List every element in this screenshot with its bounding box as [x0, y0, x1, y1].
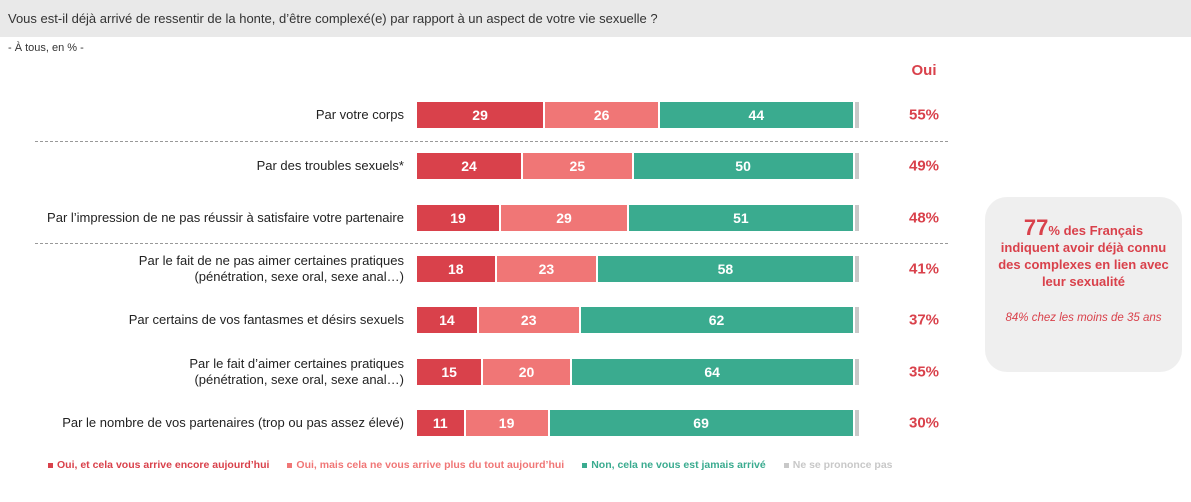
bar-segment: 29 — [417, 102, 546, 128]
total-label: 37% — [908, 311, 940, 329]
bar-segment: 23 — [478, 307, 581, 334]
bar-segment: 26 — [545, 102, 661, 128]
subtitle: - À tous, en % - — [8, 42, 84, 54]
total-label: 55% — [908, 106, 940, 124]
bar-segment — [854, 409, 859, 436]
data-label: 64 — [704, 363, 720, 380]
total-label: 49% — [908, 157, 940, 175]
bar-segment: 62 — [580, 307, 855, 334]
data-label: 11 — [432, 414, 448, 431]
legend-item: Oui, et cela vous arrive encore aujourd’… — [48, 459, 269, 471]
data-label: 50 — [735, 158, 751, 175]
bar-segment — [854, 255, 859, 282]
total-label: 35% — [908, 363, 940, 380]
bar-segment: 50 — [633, 153, 855, 180]
data-label: 51 — [733, 209, 749, 226]
bar-segment — [854, 204, 859, 231]
callout: 77% des Français indiquent avoir déjà co… — [985, 197, 1182, 372]
category-label: Par votre corps — [315, 107, 404, 122]
data-label: 29 — [556, 209, 572, 226]
bar-segment: 18 — [417, 255, 497, 282]
data-label: 14 — [439, 312, 455, 329]
bar-segment: 69 — [549, 409, 855, 436]
bar-segment — [854, 102, 859, 128]
bar-segment: 19 — [465, 409, 550, 436]
data-label: 69 — [693, 414, 709, 431]
callout-text: 77% des Français indiquent avoir déjà co… — [997, 217, 1170, 290]
callout-note: 84% chez les moins de 35 ans — [1005, 312, 1162, 324]
total-label: 41% — [908, 260, 940, 278]
separator — [35, 140, 948, 142]
legend-text: Oui, mais cela ne vous arrive plus du to… — [296, 459, 565, 471]
legend-item: Ne se prononce pas — [783, 459, 893, 471]
category-label: Par le fait d’aimer certaines pratiques … — [189, 355, 404, 387]
bar-segment: 29 — [500, 204, 630, 231]
bar-segment: 25 — [523, 153, 634, 180]
bar-segment: 23 — [496, 255, 599, 282]
legend-swatch — [287, 462, 293, 468]
bar-segment — [854, 358, 859, 385]
category-label: Par des troubles sexuels* — [256, 158, 404, 174]
data-label: 19 — [450, 209, 466, 226]
totals-header: Oui — [911, 62, 937, 79]
category-label: Par l’impression de ne pas réussir à sat… — [47, 209, 404, 225]
separator — [35, 243, 948, 245]
bar-segment: 11 — [417, 409, 466, 436]
data-label: 29 — [472, 107, 488, 123]
data-label: 19 — [498, 414, 515, 431]
legend-text: Ne se prononce pas — [792, 459, 893, 471]
data-label: 15 — [441, 363, 457, 380]
data-label: 44 — [748, 107, 765, 123]
callout-body: % des Français indiquent avoir déjà conn… — [998, 223, 1169, 289]
legend-item: Oui, mais cela ne vous arrive plus du to… — [287, 459, 564, 471]
bar-segment — [854, 153, 859, 180]
legend-swatch — [783, 462, 789, 468]
legend-text: Non, cela ne vous est jamais arrivé — [591, 459, 766, 471]
bar-segment: 15 — [417, 358, 484, 385]
bar-segment: 58 — [598, 255, 855, 282]
legend-swatch — [48, 462, 53, 468]
legend-swatch — [582, 462, 588, 468]
chart-title: Vous est-il déjà arrivé de ressentir de … — [0, 0, 1191, 37]
legend-item: Non, cela ne vous est jamais arrivé — [582, 459, 766, 471]
bar-segment: 24 — [417, 153, 524, 180]
bar-segment: 20 — [483, 358, 572, 385]
category-label: Par le fait de ne pas aimer certaines pr… — [138, 252, 404, 284]
data-label: 24 — [461, 158, 477, 175]
bar-segment: 64 — [571, 358, 855, 385]
bar-segment — [854, 307, 859, 334]
data-label: 26 — [593, 107, 610, 123]
bar-segment: 14 — [417, 307, 479, 334]
callout-value: 77 — [1023, 215, 1049, 240]
bar-segment: 19 — [417, 204, 501, 231]
data-label: 18 — [447, 260, 464, 277]
data-label: 58 — [717, 260, 734, 277]
data-label: 62 — [708, 312, 725, 329]
category-label: Par certains de vos fantasmes et désirs … — [128, 312, 404, 328]
bar-segment: 51 — [629, 204, 855, 231]
total-label: 48% — [908, 209, 940, 227]
bar-segment: 44 — [660, 102, 855, 128]
legend-text: Oui, et cela vous arrive encore aujourd’… — [57, 459, 270, 471]
data-label: 20 — [518, 363, 535, 380]
data-label: 23 — [520, 312, 537, 329]
data-label: 23 — [538, 260, 555, 277]
total-label: 30% — [908, 414, 940, 432]
legend: Oui, et cela vous arrive encore aujourd’… — [48, 459, 911, 471]
category-label: Par le nombre de vos partenaires (trop o… — [62, 414, 404, 430]
data-label: 25 — [569, 158, 586, 175]
